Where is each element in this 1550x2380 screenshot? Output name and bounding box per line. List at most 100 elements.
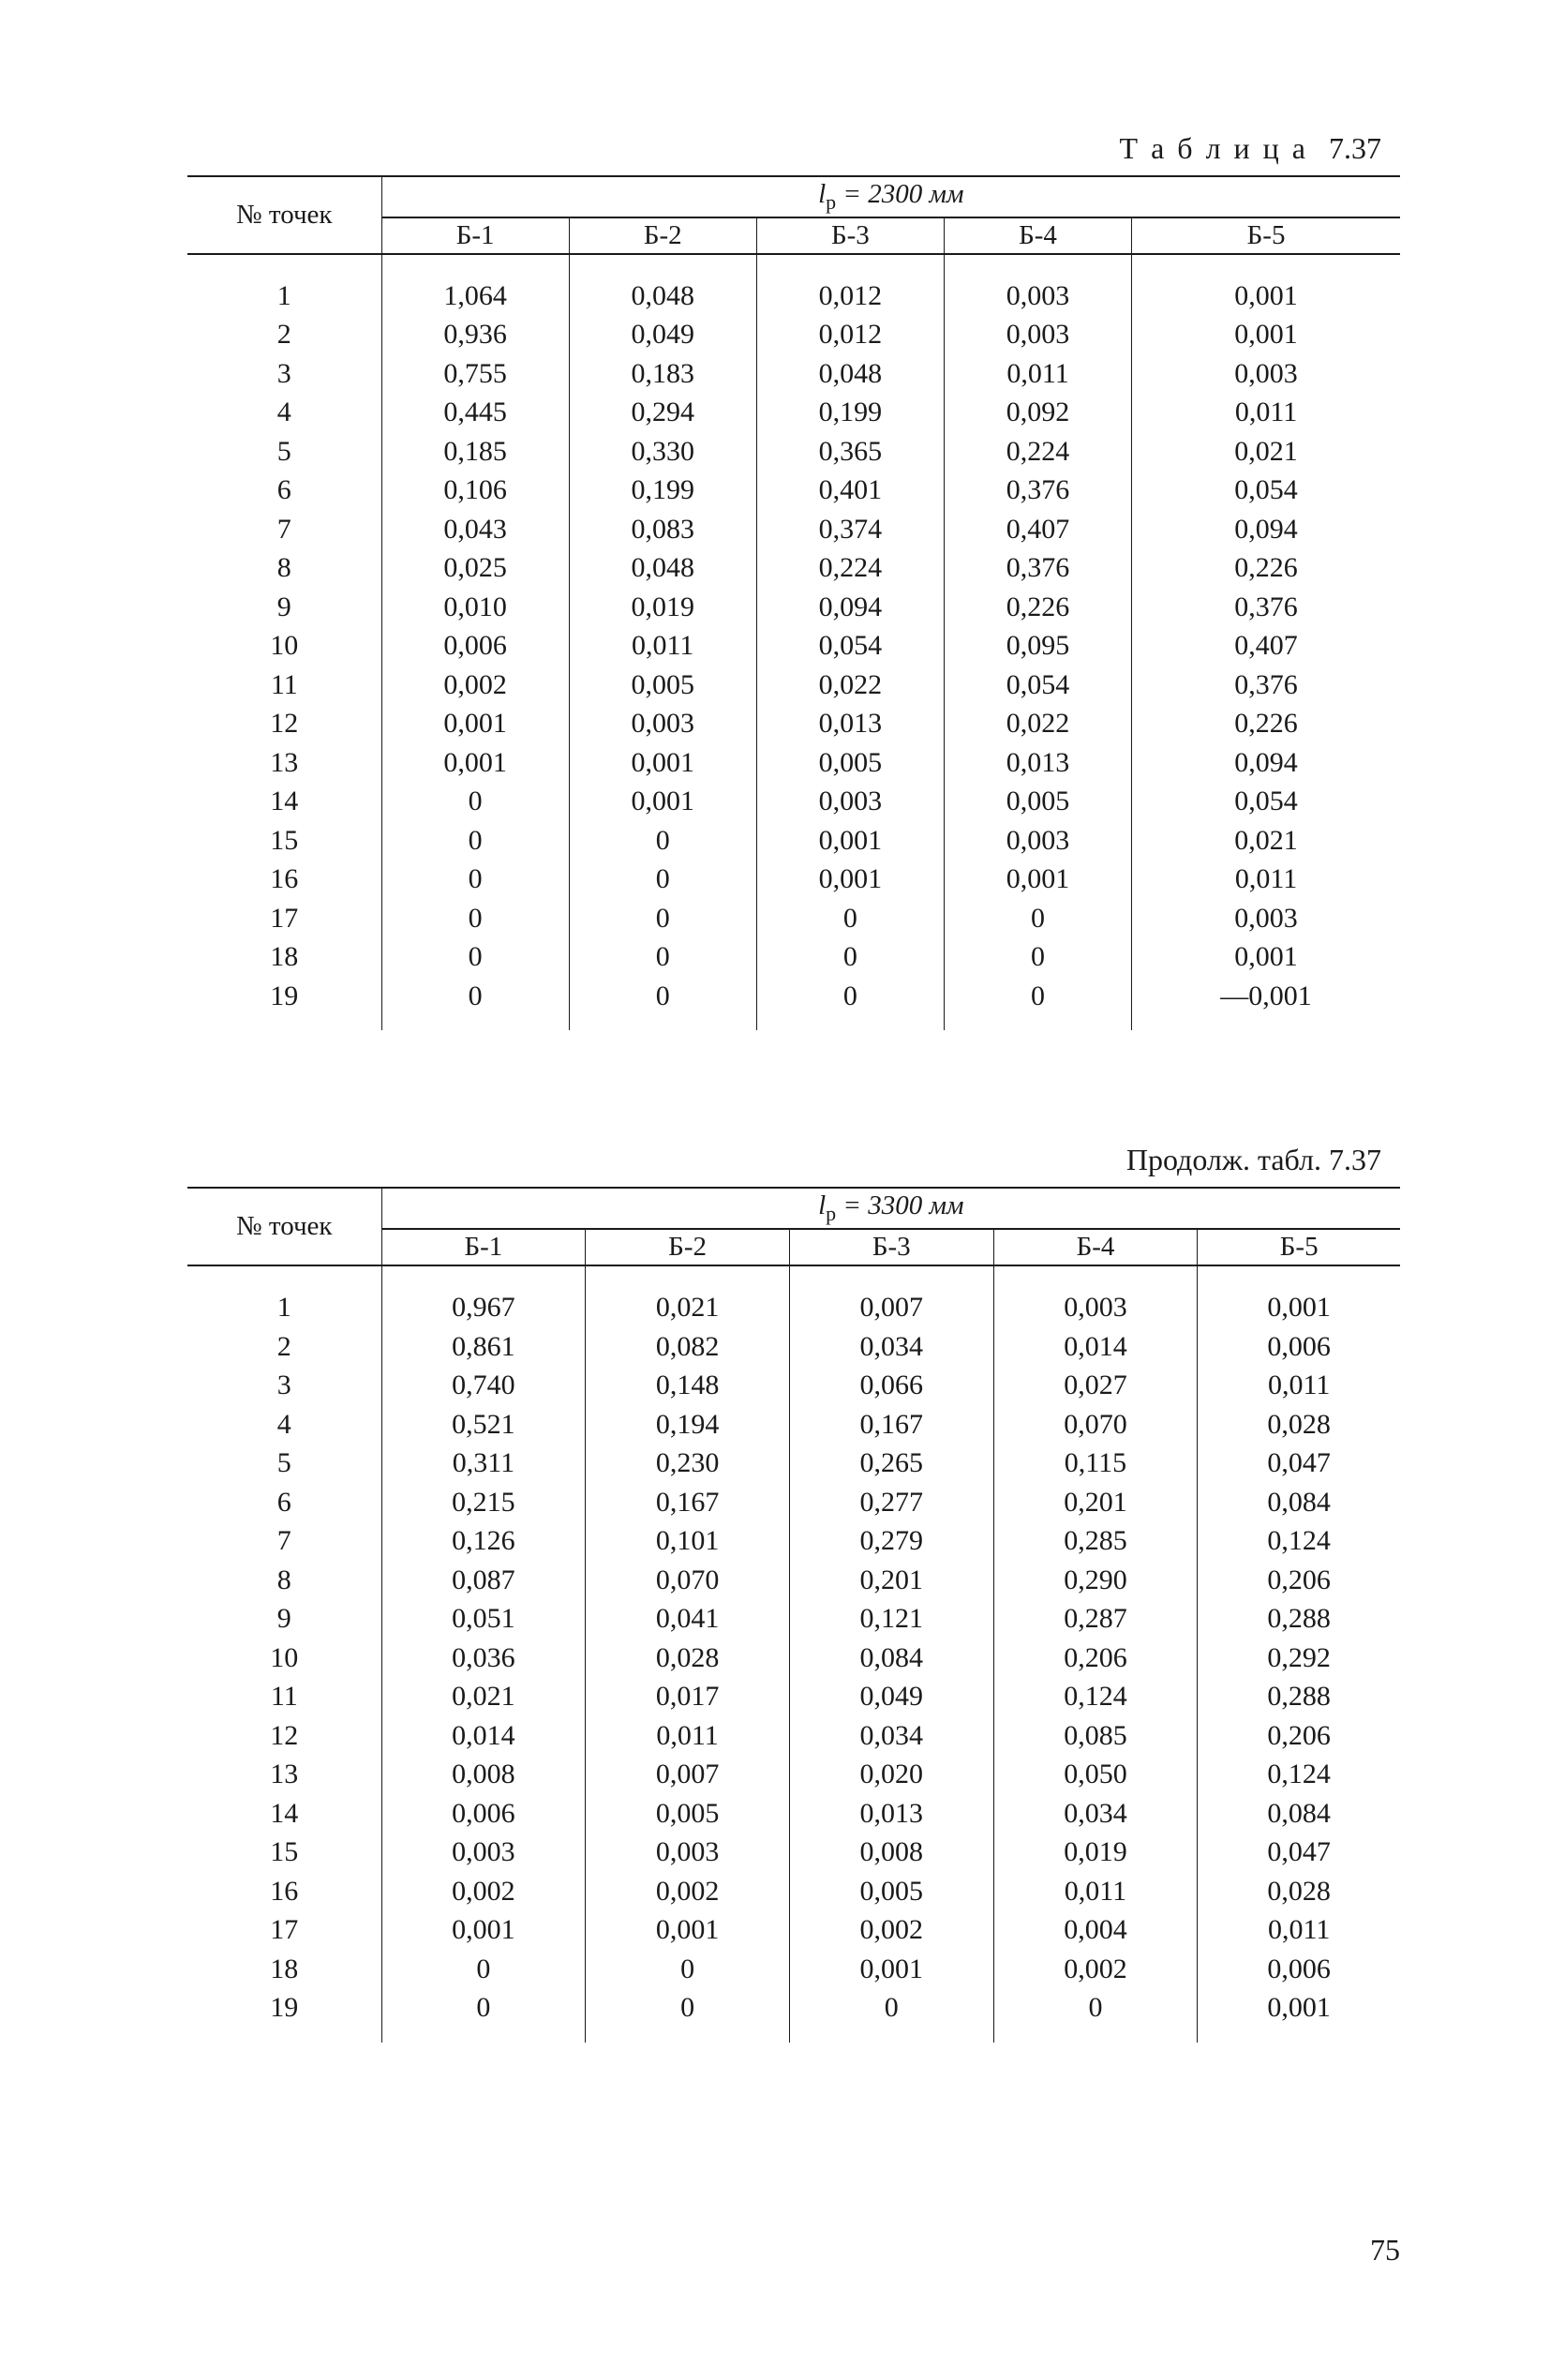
point-index: 17 [187,1910,381,1950]
cell: 0,124 [993,1677,1198,1716]
cell: 0,011 [1132,860,1400,899]
cell: 0,167 [789,1405,993,1444]
caption-number: 7.37 [1329,1143,1381,1176]
cell: 0,028 [1198,1405,1400,1444]
cell: 0,011 [944,354,1131,394]
table-row: 130,0080,0070,0200,0500,124 [187,1755,1400,1794]
table-row: 130,0010,0010,0050,0130,094 [187,743,1400,783]
cell: 0,011 [1198,1910,1400,1950]
cell: 0,148 [586,1366,790,1405]
cell: 0,084 [1198,1483,1400,1522]
cell: 1,064 [381,277,569,316]
cell: 0,001 [756,860,944,899]
cell: 0,288 [1198,1677,1400,1716]
cell: 0,005 [789,1872,993,1911]
cell: 0,126 [381,1521,586,1561]
cell: 0,011 [993,1872,1198,1911]
cell: 0,224 [944,432,1131,472]
cell: 0 [569,821,756,861]
cell: 0,085 [993,1716,1198,1756]
cell: 0,201 [789,1561,993,1600]
cell: 0,740 [381,1366,586,1405]
cell: 0,084 [789,1639,993,1678]
cell: 0,001 [586,1910,790,1950]
table-row: 110,0210,0170,0490,1240,288 [187,1677,1400,1716]
cell: 0 [381,782,569,821]
cell: 0,095 [944,626,1131,666]
cell: 0,215 [381,1483,586,1522]
cell: 0,001 [1132,277,1400,316]
point-index: 9 [187,1599,381,1639]
cell: 0 [944,899,1131,938]
point-index: 2 [187,1327,381,1367]
cell: 0,002 [586,1872,790,1911]
cell: 0,206 [993,1639,1198,1678]
point-index: 18 [187,1950,381,1989]
point-index: 12 [187,1716,381,1756]
cell: 0,185 [381,432,569,472]
cell: 0,005 [586,1794,790,1834]
point-index: 13 [187,743,381,783]
cell: 0,070 [993,1405,1198,1444]
cell: 0,226 [1132,548,1400,588]
cell: 0,019 [993,1833,1198,1872]
caption-number: 7.37 [1329,131,1381,165]
table-row: 30,7400,1480,0660,0270,011 [187,1366,1400,1405]
cell: 0,013 [789,1794,993,1834]
col-b3: Б-3 [756,217,944,254]
cell: 0,002 [789,1910,993,1950]
cell: 0,048 [569,548,756,588]
cell: 0,115 [993,1444,1198,1483]
cell: 0 [586,1950,790,1989]
cell: 0,287 [993,1599,1198,1639]
cell: 0,066 [789,1366,993,1405]
cell: 0,007 [789,1288,993,1327]
point-index: 16 [187,860,381,899]
cell: 0,967 [381,1288,586,1327]
point-index: 2 [187,315,381,354]
cell: 0,084 [1198,1794,1400,1834]
point-index: 6 [187,1483,381,1522]
cell: 0,005 [756,743,944,783]
cell: 0,054 [756,626,944,666]
page-number: 75 [1370,2233,1400,2268]
point-index: 12 [187,704,381,743]
point-index: 11 [187,666,381,705]
cell: 0,401 [756,471,944,510]
cell: 0,124 [1198,1755,1400,1794]
cell: 0,007 [586,1755,790,1794]
col-b4: Б-4 [944,217,1131,254]
cell: 0,003 [944,821,1131,861]
cell: 0,087 [381,1561,586,1600]
cell: 0,011 [1198,1366,1400,1405]
cell: 0,043 [381,510,569,549]
cell: 0,001 [569,782,756,821]
cell: 0 [586,1988,790,2028]
cell: 0,106 [381,471,569,510]
cell: 0,083 [569,510,756,549]
cell: 0,003 [381,1833,586,1872]
table-row: 18000,0010,0020,006 [187,1950,1400,1989]
cell: 0,376 [944,548,1131,588]
point-index: 1 [187,1288,381,1327]
point-index: 3 [187,354,381,394]
cell: 0,021 [1132,432,1400,472]
cell: 0,365 [756,432,944,472]
cell: 0,199 [569,471,756,510]
col-b3: Б-3 [789,1229,993,1265]
cell: 0,005 [569,666,756,705]
cell: —0,001 [1132,977,1400,1016]
cell: 0,011 [569,626,756,666]
cell: 0,001 [1132,315,1400,354]
point-index: 18 [187,937,381,977]
cell: 0,028 [586,1639,790,1678]
cell: 0,003 [1132,899,1400,938]
table-2-body: 10,9670,0210,0070,0030,00120,8610,0820,0… [187,1265,1400,2043]
cell: 0,001 [1198,1288,1400,1327]
table-2-head: № точек lр = 3300 мм Б-1 Б-2 Б-3 Б-4 Б-5 [187,1188,1400,1265]
cell: 0,003 [569,704,756,743]
table-row: 20,8610,0820,0340,0140,006 [187,1327,1400,1367]
point-index: 15 [187,821,381,861]
span-header: lр = 3300 мм [381,1188,1400,1229]
row-header: № точек [187,1188,381,1265]
